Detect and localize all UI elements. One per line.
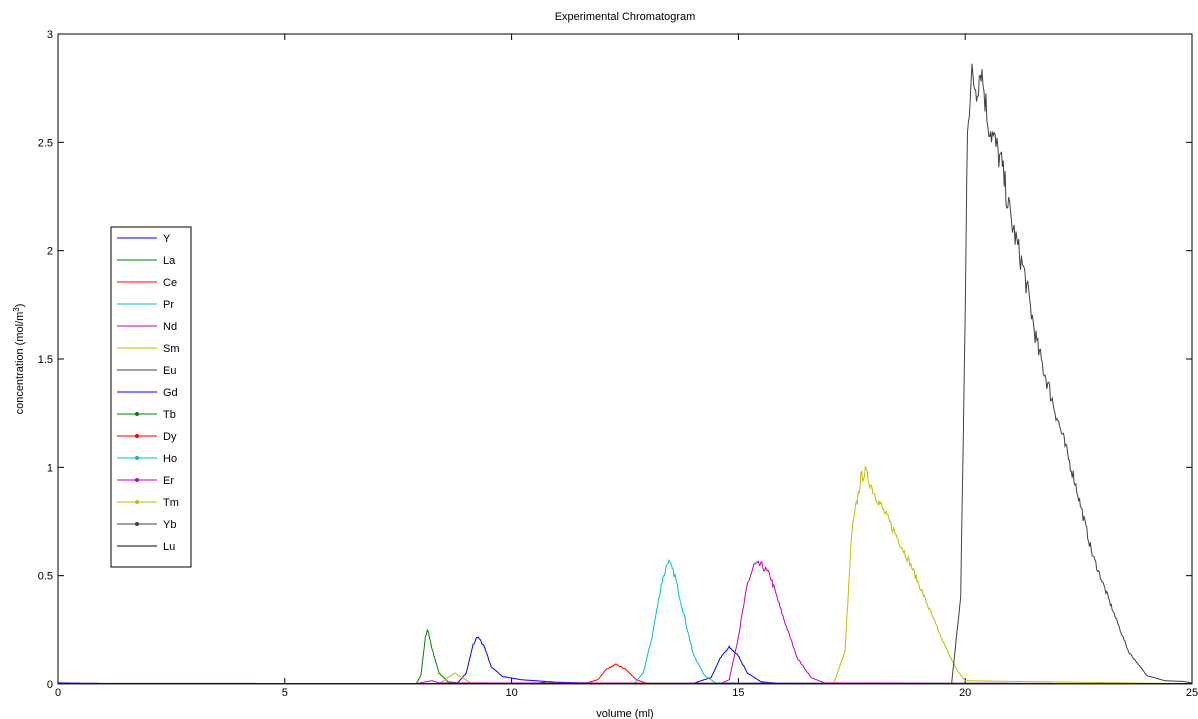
legend-label-la: La [163, 255, 176, 267]
x-tick-label: 25 [1186, 687, 1198, 699]
y-axis-label-main: concentration (mol/m [14, 312, 26, 415]
legend-marker-tb [135, 412, 139, 416]
x-tick-label: 10 [505, 687, 517, 699]
x-tick-label: 0 [55, 687, 61, 699]
legend: Y La Ce Pr Nd Sm Eu Gd Tb Dy Ho Er Tm Yb Lu [110, 226, 192, 568]
y-axis-ticks: 0 0.5 1 1.5 2 2.5 3 [38, 29, 1192, 691]
y-tick-label: 2 [47, 246, 53, 258]
legend-marker-yb [135, 522, 139, 526]
y-axis-label-suffix: ) [14, 304, 26, 308]
y-tick-label: 1.5 [38, 354, 53, 366]
y-tick-label: 1 [47, 462, 53, 474]
series-layer [58, 63, 1193, 685]
legend-label-gd: Gd [163, 387, 178, 399]
legend-label-dy: Dy [163, 431, 177, 443]
x-tick-label: 20 [959, 687, 971, 699]
y-tick-label: 0 [47, 679, 53, 691]
plot-frame [57, 33, 1193, 685]
y-axis-label: concentration (mol/m3) [12, 304, 26, 415]
legend-label-eu: Eu [163, 365, 176, 377]
plot-area [57, 33, 1193, 685]
legend-box [110, 226, 192, 568]
x-tick-label: 15 [732, 687, 744, 699]
x-tick-label: 5 [282, 687, 288, 699]
legend-marker-er [135, 478, 139, 482]
chart-title: Experimental Chromatogram [555, 11, 696, 23]
legend-label-ho: Ho [163, 453, 177, 465]
legend-marker-ho [135, 456, 139, 460]
y-tick-label: 3 [47, 29, 53, 41]
legend-label-yb: Yb [163, 519, 176, 531]
y-tick-label: 2.5 [38, 137, 53, 149]
y-axis-label-superscript: 3 [12, 307, 21, 312]
legend-label-sm: Sm [163, 343, 180, 355]
legend-label-pr: Pr [163, 299, 174, 311]
legend-label-y: Y [163, 233, 171, 245]
x-axis-label: volume (ml) [596, 708, 653, 719]
legend-label-nd: Nd [163, 321, 177, 333]
y-tick-label: 0.5 [38, 571, 53, 583]
legend-label-ce: Ce [163, 277, 177, 289]
legend-marker-tm [135, 500, 139, 504]
legend-label-tm: Tm [163, 497, 179, 509]
legend-marker-dy [135, 434, 139, 438]
legend-label-er: Er [163, 475, 174, 487]
legend-label-tb: Tb [163, 409, 176, 421]
legend-label-lu: Lu [163, 541, 175, 553]
